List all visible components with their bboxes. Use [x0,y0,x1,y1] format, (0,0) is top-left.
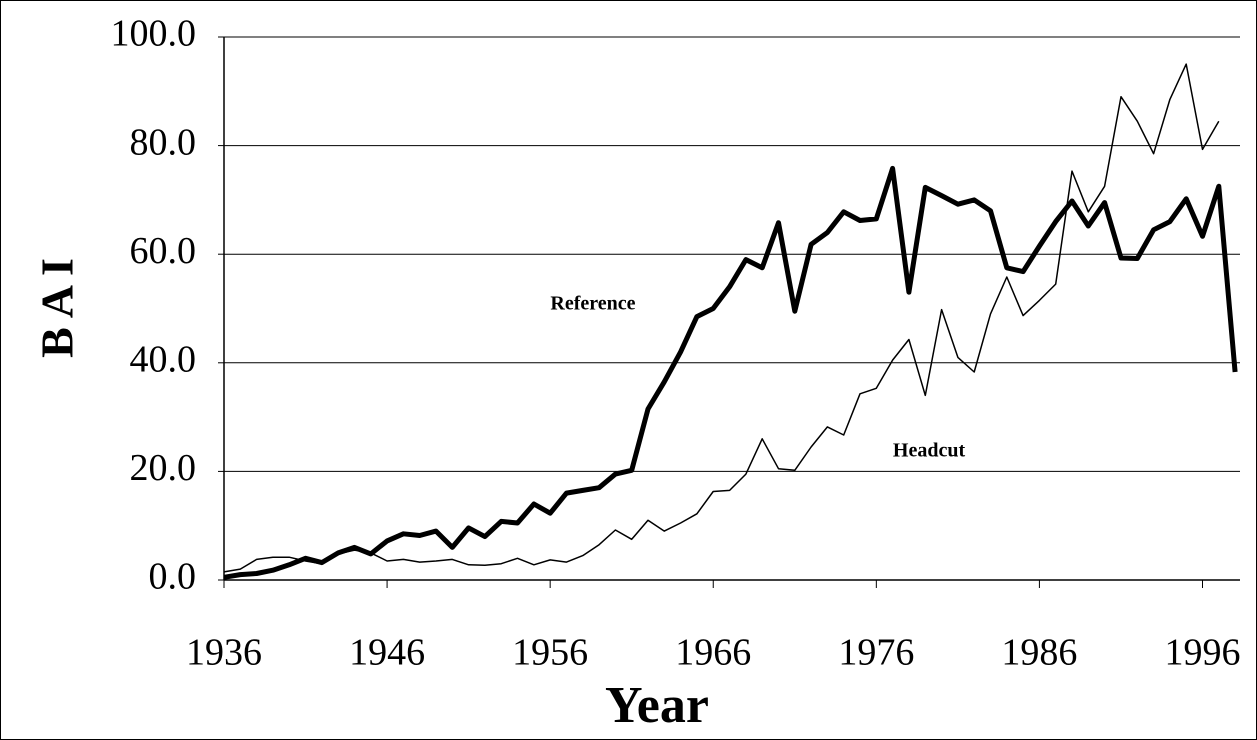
data-line [223,63,1220,573]
y-tick-label: 0.0 [149,556,197,598]
x-axis-label: Year [605,677,709,734]
annotation: Reference [550,293,635,315]
x-tick-label: 1936 [186,632,262,674]
annotation: Headcut [893,440,966,462]
x-tick-label: 1976 [838,632,914,674]
data-line [223,165,1238,580]
y-axis-label: B A I [32,258,83,358]
x-tick-label: 1946 [349,632,425,674]
y-tick-label: 100.0 [111,13,197,55]
y-tick-label: 20.0 [130,447,197,489]
y-tick-label: 80.0 [130,121,197,163]
y-tick-label: 40.0 [130,339,197,381]
x-tick-label: 1996 [1164,632,1240,674]
x-tick-label: 1966 [675,632,751,674]
y-tick-label: 60.0 [130,230,197,272]
x-tick-label: 1986 [1001,632,1077,674]
x-tick-label: 1956 [512,632,588,674]
